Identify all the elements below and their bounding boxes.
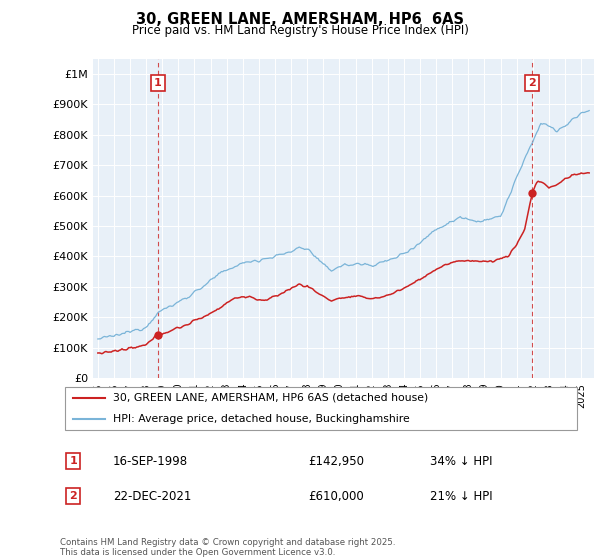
Text: 30, GREEN LANE, AMERSHAM, HP6  6AS: 30, GREEN LANE, AMERSHAM, HP6 6AS bbox=[136, 12, 464, 27]
Text: 30, GREEN LANE, AMERSHAM, HP6 6AS (detached house): 30, GREEN LANE, AMERSHAM, HP6 6AS (detac… bbox=[113, 393, 428, 403]
Text: 1: 1 bbox=[154, 78, 161, 88]
Text: 2: 2 bbox=[529, 78, 536, 88]
Text: 16-SEP-1998: 16-SEP-1998 bbox=[113, 455, 188, 468]
FancyBboxPatch shape bbox=[65, 386, 577, 431]
Text: 2: 2 bbox=[70, 491, 77, 501]
Text: HPI: Average price, detached house, Buckinghamshire: HPI: Average price, detached house, Buck… bbox=[113, 414, 410, 424]
Text: Price paid vs. HM Land Registry's House Price Index (HPI): Price paid vs. HM Land Registry's House … bbox=[131, 24, 469, 36]
Text: 1: 1 bbox=[70, 456, 77, 466]
Text: £142,950: £142,950 bbox=[308, 455, 364, 468]
Text: 22-DEC-2021: 22-DEC-2021 bbox=[113, 489, 191, 502]
Text: 34% ↓ HPI: 34% ↓ HPI bbox=[430, 455, 492, 468]
Text: £610,000: £610,000 bbox=[308, 489, 364, 502]
Text: 21% ↓ HPI: 21% ↓ HPI bbox=[430, 489, 492, 502]
Text: Contains HM Land Registry data © Crown copyright and database right 2025.
This d: Contains HM Land Registry data © Crown c… bbox=[60, 538, 395, 557]
